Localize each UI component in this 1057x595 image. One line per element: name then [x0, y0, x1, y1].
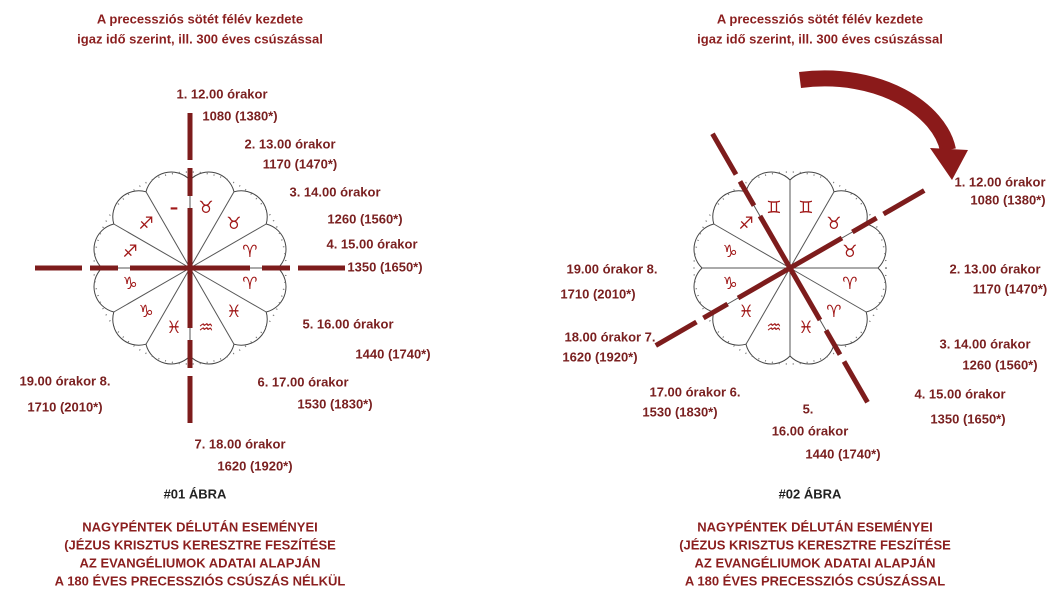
zodiac-sign: ♉ [226, 214, 241, 234]
zodiac-sign: ♈ [842, 274, 857, 294]
zodiac-sign: ♑ [722, 274, 737, 294]
axis-bar [882, 188, 926, 217]
zodiac-sign: ♉ [198, 198, 213, 218]
hour-label: 1170 (1470*) [263, 156, 337, 171]
spoke [745, 267, 791, 345]
spoke [145, 191, 191, 269]
description-line: NAGYPÉNTEK DÉLUTÁN ESEMÉNYEI [82, 519, 317, 534]
hour-label: 1170 (1470*) [973, 281, 1047, 296]
zodiac-sign: ♊ [766, 198, 781, 218]
axis-bar [851, 215, 878, 235]
spoke [189, 267, 235, 345]
description-line: (JÉZUS KRISZTUS KERESZTRE FESZÍTÉSE [679, 537, 951, 552]
axis-bar [823, 329, 843, 356]
axis-bar [787, 266, 823, 322]
hour-label: 1530 (1830*) [297, 396, 372, 411]
spoke [145, 267, 191, 345]
description-line: A 180 ÉVES PRECESSZIÓS CSÚSZÁS NÉLKÜL [55, 573, 346, 588]
description-line: NAGYPÉNTEK DÉLUTÁN ESEMÉNYEI [697, 519, 932, 534]
hour-label: 4. 15.00 órakor [326, 236, 417, 251]
spoke [113, 267, 191, 313]
description-line: A 180 ÉVES PRECESSZIÓS CSÚSZÁSSAL [685, 573, 945, 588]
hour-label: 2. 13.00 órakor [949, 261, 1040, 276]
hour-label: 1620 (1920*) [217, 458, 292, 473]
hour-label: 1260 (1560*) [327, 211, 402, 226]
hour-label: 19.00 órakor 8. [566, 261, 657, 276]
zodiac-sign: ♉ [826, 214, 841, 234]
hour-label: 1080 (1380*) [202, 108, 277, 123]
zodiac-sign: ♓ [226, 302, 241, 322]
hour-label: 1440 (1740*) [805, 446, 880, 461]
zodiac-sign: ♐ [739, 214, 754, 234]
hour-label: 1260 (1560*) [962, 357, 1037, 372]
zodiac-sign: ♑ [139, 302, 154, 322]
hour-label: 3. 14.00 órakor [289, 184, 380, 199]
hour-label: 4. 15.00 órakor [914, 386, 1005, 401]
hour-label: 18.00 órakor 7. [564, 329, 655, 344]
dotted-ring [693, 171, 887, 365]
title-line: igaz idő szerint, ill. 300 éves csúszáss… [77, 31, 323, 46]
axis-bar [736, 265, 792, 301]
arrow-head [930, 148, 968, 180]
spoke [713, 223, 791, 269]
axis-bar [757, 214, 793, 270]
hour-label: 1440 (1740*) [355, 346, 430, 361]
spoke [189, 191, 235, 269]
hour-label: 1. 12.00 órakor [176, 86, 267, 101]
axis-bar [737, 180, 757, 207]
description-line: AZ EVANGÉLIUMOK ADATAI ALAPJÁN [695, 555, 936, 570]
zodiac-sign: ♑ [722, 242, 737, 262]
spoke [113, 223, 191, 269]
axis-bar [710, 132, 739, 176]
zodiac-sign: ♐ [122, 242, 137, 262]
zodiac-sign: ♒ [766, 318, 781, 338]
zodiac-sign: ♈ [826, 302, 841, 322]
hour-label: 1620 (1920*) [562, 349, 637, 364]
zodiac-sign: ♑ [122, 274, 137, 294]
zodiac-sign: – [170, 198, 179, 218]
hour-label: 5. [803, 401, 814, 416]
spoke [189, 223, 267, 269]
hour-label: 5. 16.00 órakor [302, 316, 393, 331]
zodiac-sign: ♓ [739, 302, 754, 322]
curved-arrow [799, 70, 956, 153]
figure-caption: #01 ÁBRA [164, 486, 227, 501]
description-line: AZ EVANGÉLIUMOK ADATAI ALAPJÁN [80, 555, 321, 570]
axis-bar [841, 360, 870, 404]
hour-label: 2. 13.00 órakor [244, 136, 335, 151]
hour-label: 19.00 órakor 8. [19, 373, 110, 388]
hour-label: 1710 (2010*) [27, 399, 102, 414]
title-line: igaz idő szerint, ill. 300 éves csúszáss… [697, 31, 943, 46]
title-line: A precessziós sötét félév kezdete [717, 11, 923, 26]
figure-caption: #02 ÁBRA [779, 486, 842, 501]
hour-label: 7. 18.00 órakor [194, 436, 285, 451]
zodiac-sign: ♐ [139, 214, 154, 234]
description-line: (JÉZUS KRISZTUS KERESZTRE FESZÍTÉSE [64, 537, 336, 552]
axis-bar [702, 301, 729, 321]
hour-label: 1350 (1650*) [930, 411, 1005, 426]
hour-label: 1. 12.00 órakor [954, 174, 1045, 189]
zodiac-sign: ♊ [798, 198, 813, 218]
hour-label: 1710 (2010*) [560, 286, 635, 301]
title-line: A precessziós sötét félév kezdete [97, 11, 303, 26]
hour-label: 1350 (1650*) [347, 259, 422, 274]
zodiac-sign: ♓ [798, 318, 813, 338]
zodiac-sign: ♈ [242, 274, 257, 294]
spoke [789, 267, 867, 313]
spoke [789, 191, 835, 269]
axis-bar [654, 319, 698, 348]
hour-label: 1530 (1830*) [642, 404, 717, 419]
zodiac-sign: ♉ [842, 242, 857, 262]
zodiac-sign: ♈ [242, 242, 257, 262]
hour-label: 1080 (1380*) [970, 192, 1045, 207]
axis-bar [788, 235, 844, 271]
hour-label: 17.00 órakor 6. [649, 384, 740, 399]
hour-label: 6. 17.00 órakor [257, 374, 348, 389]
zodiac-sign: ♒ [198, 318, 213, 338]
zodiac-sign: ♓ [166, 318, 181, 338]
hour-label: 3. 14.00 órakor [939, 336, 1030, 351]
hour-label: 16.00 órakor [772, 423, 849, 438]
spoke [189, 267, 267, 313]
